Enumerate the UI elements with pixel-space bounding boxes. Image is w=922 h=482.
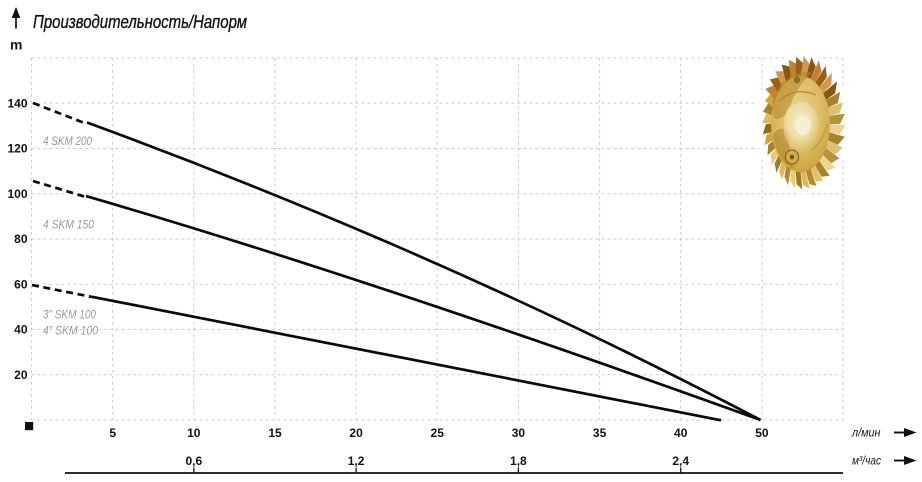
svg-text:4” SKM 100: 4” SKM 100 <box>43 326 99 338</box>
svg-text:100: 100 <box>7 187 27 201</box>
svg-text:35: 35 <box>593 426 607 440</box>
svg-text:80: 80 <box>14 232 28 246</box>
svg-text:40: 40 <box>674 426 688 440</box>
svg-text:120: 120 <box>7 142 27 156</box>
svg-text:15: 15 <box>268 426 282 440</box>
svg-text:4 SKM 200: 4 SKM 200 <box>43 136 93 148</box>
svg-text:m: m <box>10 37 22 53</box>
svg-text:3” SKM 100: 3” SKM 100 <box>43 310 97 322</box>
svg-text:30: 30 <box>512 426 526 440</box>
svg-text:0,6: 0,6 <box>185 454 202 468</box>
svg-text:м³/час: м³/час <box>852 454 881 468</box>
svg-text:60: 60 <box>14 277 28 291</box>
svg-text:50: 50 <box>755 426 769 440</box>
svg-text:2,4: 2,4 <box>672 454 689 468</box>
svg-text:20: 20 <box>349 426 363 440</box>
svg-text:20: 20 <box>14 368 28 382</box>
svg-text:1,2: 1,2 <box>348 454 365 468</box>
svg-text:140: 140 <box>7 97 27 111</box>
svg-text:4 SKM 150: 4 SKM 150 <box>43 220 95 232</box>
svg-text:1,8: 1,8 <box>510 454 527 468</box>
svg-text:Производительность/Напорм: Производительность/Напорм <box>33 11 247 32</box>
svg-text:25: 25 <box>431 426 445 440</box>
svg-text:40: 40 <box>14 323 28 337</box>
svg-text:л/мин: л/мин <box>851 426 881 440</box>
svg-text:10: 10 <box>187 426 201 440</box>
svg-text:5: 5 <box>109 426 116 440</box>
